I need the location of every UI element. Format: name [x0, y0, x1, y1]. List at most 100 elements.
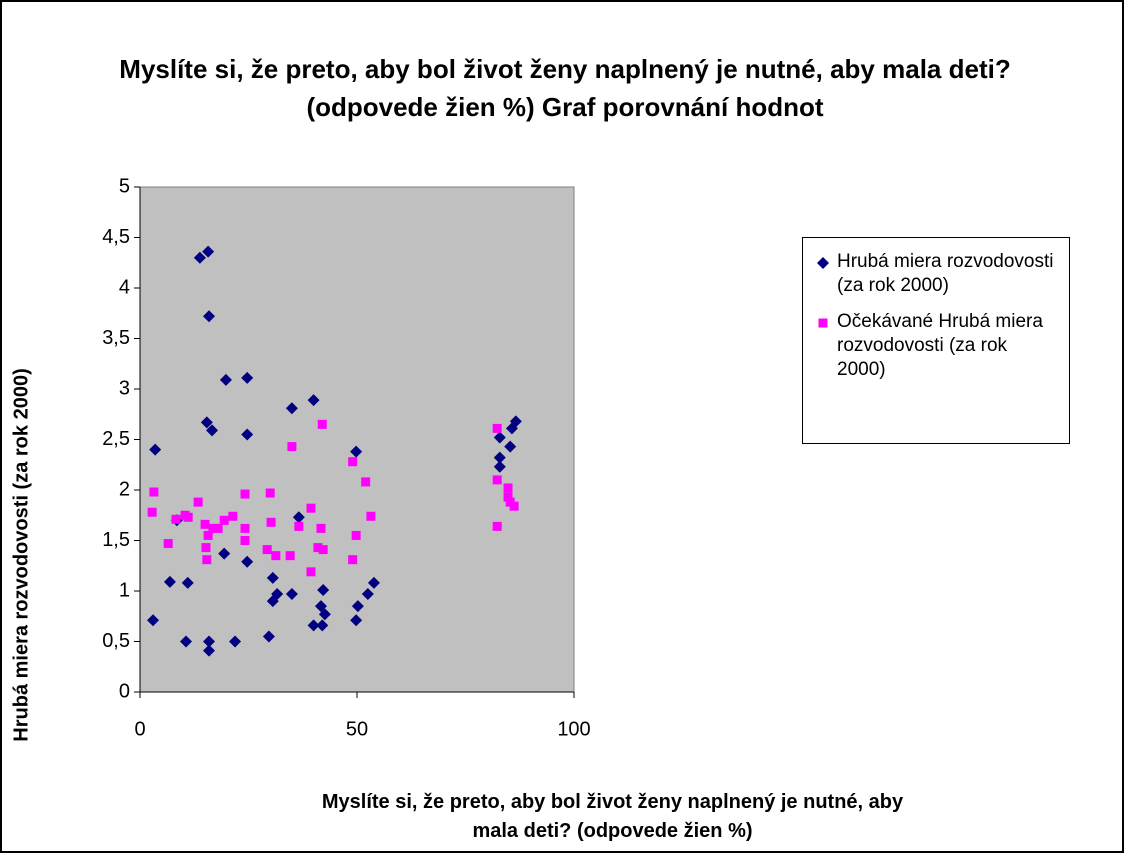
legend-item: Hrubá miera rozvodovosti (za rok 2000): [817, 250, 1059, 298]
point: [307, 394, 320, 407]
point: [287, 442, 297, 452]
point: [361, 477, 371, 487]
point: [219, 515, 229, 525]
point: [218, 547, 231, 560]
point: [265, 488, 275, 498]
point: [202, 555, 212, 565]
point: [219, 373, 232, 386]
point: [294, 521, 304, 531]
x-tick-label: 50: [346, 718, 368, 740]
point: [163, 575, 176, 588]
point: [200, 416, 213, 429]
point: [266, 571, 279, 584]
point: [262, 630, 275, 643]
point: [350, 445, 363, 458]
y-tick-label: 0: [119, 680, 130, 702]
point: [147, 507, 157, 517]
point: [241, 428, 254, 441]
point: [351, 600, 364, 613]
point: [193, 497, 203, 507]
point: [241, 371, 254, 384]
x-axis-label: Myslíte si, že preto, aby bol život ženy…: [321, 791, 904, 842]
point: [492, 521, 502, 531]
point: [240, 536, 250, 545]
point: [504, 440, 517, 453]
y-tick-label: 3,5: [102, 327, 130, 349]
point: [200, 519, 210, 529]
y-tick-label: 4,5: [102, 226, 130, 248]
legend-marker: [818, 318, 828, 328]
point: [493, 431, 506, 444]
y-tick-label: 3: [119, 377, 130, 399]
point: [318, 545, 328, 555]
point: [351, 530, 361, 540]
point: [147, 614, 160, 627]
legend-swatch: [817, 257, 829, 269]
point: [492, 423, 502, 433]
point: [271, 551, 281, 561]
y-tick-label: 2,5: [102, 428, 130, 450]
point: [208, 523, 218, 533]
point: [306, 567, 316, 577]
legend: Hrubá miera rozvodovosti (za rok 2000) Oč…: [802, 237, 1070, 444]
point: [313, 543, 323, 553]
point: [240, 523, 250, 533]
point: [229, 635, 242, 648]
point: [262, 545, 272, 555]
point: [285, 402, 298, 415]
point: [316, 619, 329, 632]
point: [366, 511, 376, 521]
legend-marker: [817, 257, 829, 269]
point: [285, 551, 295, 561]
y-tick-label: 5: [119, 175, 130, 197]
legend-swatch: [818, 318, 828, 328]
y-axis-label: Hrubá miera rozvodovosti (za rok 2000): [10, 368, 32, 741]
point: [202, 245, 215, 258]
point: [241, 555, 254, 568]
point: [203, 635, 216, 648]
point: [213, 523, 223, 533]
legend-label: Očekávané Hrubá miera rozvodovosti (za r…: [837, 311, 1043, 380]
point: [317, 583, 330, 596]
point: [203, 530, 213, 540]
point: [317, 419, 327, 429]
point: [509, 415, 522, 428]
point: [163, 539, 173, 549]
point: [193, 251, 206, 264]
point: [316, 523, 326, 533]
y-tick-label: 2: [119, 478, 130, 500]
point: [203, 310, 216, 323]
point: [493, 451, 506, 464]
point: [240, 489, 250, 499]
point: [307, 619, 320, 632]
point: [348, 457, 358, 467]
point: [180, 635, 193, 648]
point: [285, 588, 298, 601]
point: [181, 576, 194, 589]
y-tick-label: 0,5: [102, 630, 130, 652]
point: [306, 503, 316, 513]
point: [203, 644, 216, 657]
point: [503, 492, 513, 502]
point: [183, 512, 193, 522]
point: [149, 443, 162, 456]
chart-title: Myslíte si, že preto, aby bol život ženy…: [119, 54, 1011, 122]
y-tick-label: 1,5: [102, 529, 130, 551]
point: [171, 514, 181, 524]
point: [492, 475, 502, 485]
y-tick-label: 1: [119, 579, 130, 601]
point: [361, 588, 374, 601]
point: [149, 487, 159, 497]
point: [206, 424, 219, 437]
point: [503, 483, 513, 493]
point: [350, 614, 363, 627]
point: [509, 501, 519, 511]
point: [348, 555, 358, 565]
legend-label: Hrubá miera rozvodovosti (za rok 2000): [837, 251, 1054, 296]
point: [266, 517, 276, 527]
x-tick-label: 100: [557, 718, 590, 740]
y-tick-label: 4: [119, 276, 130, 298]
